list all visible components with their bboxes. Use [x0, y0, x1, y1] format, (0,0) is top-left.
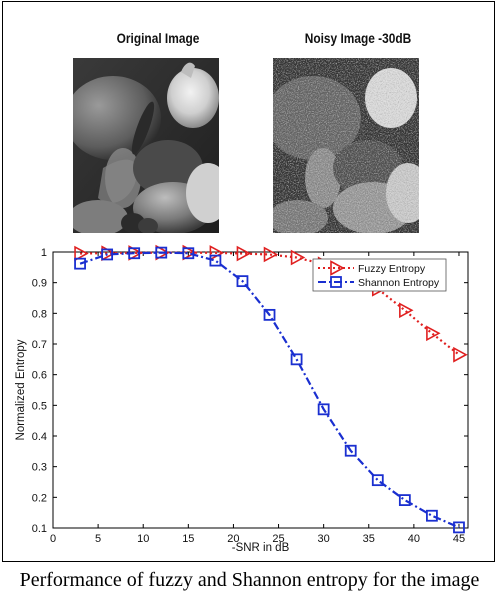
plot-area	[52, 251, 469, 529]
y-tick-label: 0.1	[32, 523, 47, 535]
data-point	[236, 245, 252, 262]
data-point	[209, 254, 222, 267]
y-tick-label: 0.5	[32, 400, 47, 412]
series-2	[74, 246, 465, 534]
y-tick-label: 1	[41, 247, 47, 259]
y-tick-label: 0.7	[32, 339, 47, 351]
data-point	[317, 403, 330, 416]
x-tick-label: 20	[227, 533, 239, 545]
series-line	[79, 251, 460, 529]
data-point	[74, 257, 86, 270]
noisy-image-title: Noisy Image -30dB	[304, 30, 412, 46]
y-tick-label: 0.9	[32, 278, 47, 290]
data-point	[128, 247, 141, 260]
data-point	[74, 245, 89, 262]
data-point	[182, 247, 195, 260]
original-image-title: Original Image	[116, 30, 200, 46]
noisy-image	[273, 58, 419, 233]
x-tick-label: 10	[137, 533, 149, 545]
legend-marker	[330, 276, 342, 288]
figure-caption: Performance of fuzzy and Shannon entropy…	[19, 569, 480, 591]
y-tick-label: 0.4	[32, 431, 47, 443]
x-tick-label: 0	[50, 533, 56, 545]
x-tick-label: 5	[95, 533, 101, 545]
y-axis-label: Normalized Entropy	[15, 339, 27, 440]
data-point	[344, 444, 357, 457]
data-point	[290, 353, 303, 366]
x-axis-label: -SNR in dB	[232, 542, 290, 554]
x-tick-label: 15	[182, 533, 194, 545]
y-axis: 0.1 0.2 0.3 0.4 0.5 0.6 0.7 0.8 0.9 1	[32, 247, 468, 535]
data-point	[453, 346, 468, 363]
data-point	[399, 302, 414, 319]
original-image	[73, 58, 219, 233]
legend-label: Fuzzy Entropy	[358, 263, 426, 275]
data-point	[290, 249, 306, 266]
x-tick-label: 35	[363, 533, 375, 545]
data-point	[155, 246, 168, 259]
y-tick-label: 0.2	[32, 492, 47, 504]
legend-label: Shannon Entropy	[358, 277, 440, 289]
data-point	[263, 308, 276, 321]
data-point	[426, 325, 441, 342]
x-tick-label: 25	[272, 533, 284, 545]
x-axis: 0 5 10 15 20 25 30 35 40 45	[50, 252, 465, 545]
y-tick-label: 0.8	[32, 308, 47, 320]
x-tick-label: 45	[453, 533, 465, 545]
y-tick-label: 0.6	[32, 370, 47, 382]
x-tick-label: 30	[318, 533, 330, 545]
data-point	[371, 474, 384, 487]
y-tick-label: 0.3	[32, 462, 47, 474]
data-point	[398, 494, 411, 506]
data-point	[453, 521, 465, 534]
data-point	[426, 509, 438, 522]
x-tick-label: 40	[408, 533, 420, 545]
data-point	[263, 246, 279, 263]
legend-marker	[330, 260, 345, 276]
data-point	[101, 248, 114, 261]
legend: Fuzzy Entropy Shannon Entropy	[312, 258, 447, 292]
data-point	[236, 275, 249, 288]
